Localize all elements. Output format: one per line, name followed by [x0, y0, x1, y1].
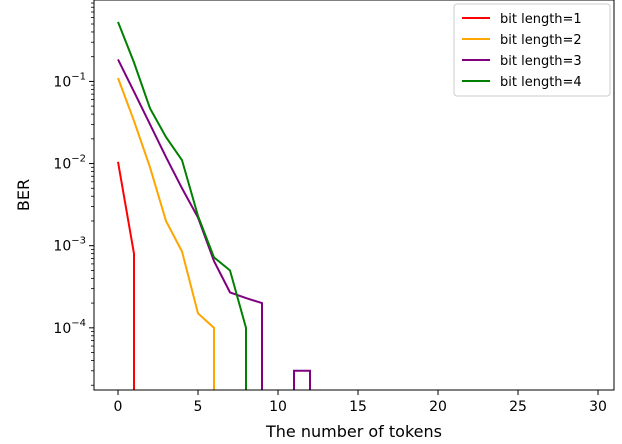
legend-label-bit-length-4: bit length=4 — [500, 75, 582, 90]
y-tick-label: 10−3 — [53, 236, 86, 255]
x-tick-label: 15 — [349, 399, 367, 415]
series-line-bit-length-2 — [117, 77, 215, 390]
legend-label-bit-length-2: bit length=2 — [500, 33, 582, 48]
x-tick-label: 25 — [509, 399, 527, 415]
axes-layer: 0 5 10 15 20 25 30 10−4 10−3 10−2 10−1 — [53, 0, 615, 415]
legend-label-bit-length-1: bit length=1 — [500, 12, 582, 27]
y-tick-label: 10−4 — [53, 318, 86, 337]
legend: bit length=1 bit length=2 bit length=3 bit … — [453, 3, 611, 97]
series-line-bit-length-4 — [117, 21, 247, 390]
x-axis-label: The number of tokens — [265, 422, 442, 441]
y-tick-label: 10−1 — [53, 71, 86, 90]
plot-frame — [93, 0, 615, 391]
y-tick-label: 10−2 — [53, 154, 86, 173]
series-line-bit-length-1 — [117, 161, 135, 390]
x-tick-label: 10 — [269, 399, 287, 415]
legend-box — [453, 3, 611, 97]
series-line-bit-length-3 — [117, 59, 311, 390]
legend-label-bit-length-3: bit length=3 — [500, 54, 582, 69]
y-axis-label: BER — [14, 179, 33, 211]
x-tick-label: 20 — [429, 399, 447, 415]
series-layer — [117, 21, 311, 390]
x-tick-label: 5 — [194, 399, 203, 415]
x-tick-label: 0 — [114, 399, 123, 415]
x-tick-label: 30 — [589, 399, 607, 415]
